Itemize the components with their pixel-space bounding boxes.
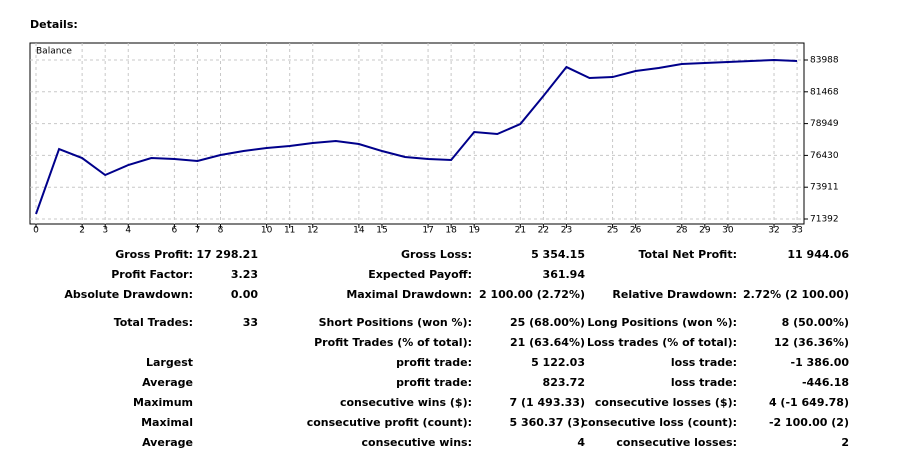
x-tick-label: 2 (79, 226, 85, 236)
stat-label: Relative Drawdown: (612, 288, 737, 301)
stat-value: 25 (68.00%) (509, 316, 585, 329)
stat-value: 33 (242, 316, 258, 329)
stat-label: Absolute Drawdown: (64, 288, 193, 301)
stat-value: 2.72% (2 100.00) (743, 288, 849, 301)
stat-label: loss trade: (670, 356, 737, 369)
x-tick-label: 26 (630, 226, 642, 236)
stat-value: -2 100.00 (2) (768, 416, 849, 429)
stat-value: 2 100.00 (2.72%) (479, 288, 585, 301)
x-tick-label: 25 (607, 226, 618, 236)
stat-label: Maximum (133, 396, 193, 409)
x-tick-label: 7 (195, 226, 201, 236)
stat-label: Average (142, 376, 193, 389)
y-tick-label: 83988 (810, 55, 839, 65)
stat-label: consecutive losses: (616, 436, 737, 449)
stat-label: Total Net Profit: (638, 248, 738, 261)
x-tick-label: 6 (172, 226, 178, 236)
plot-frame (29, 42, 805, 225)
stat-value: 5 122.03 (531, 356, 585, 369)
x-tick-label: 23 (561, 226, 572, 236)
stat-label: Profit Trades (% of total): (314, 336, 472, 349)
y-tick-label: 73911 (810, 183, 839, 193)
stat-label: Short Positions (won %): (318, 316, 472, 329)
x-tick-label: 14 (353, 226, 365, 236)
x-tick-label: 32 (768, 226, 779, 236)
stat-label: consecutive profit (count): (306, 416, 472, 429)
stat-value: 5 354.15 (531, 248, 585, 261)
chart-title: Balance (36, 47, 72, 57)
x-tick-label: 33 (791, 226, 802, 236)
stat-value: 4 (-1 649.78) (768, 396, 849, 409)
stat-label: consecutive losses ($): (594, 396, 737, 409)
x-tick-label: 3 (102, 226, 108, 236)
stat-value: 3.23 (230, 268, 258, 281)
x-tick-label: 12 (307, 226, 318, 236)
x-tick-label: 19 (468, 226, 480, 236)
stat-label: Largest (146, 356, 193, 369)
stat-label: Total Trades: (113, 316, 193, 329)
stat-value: 21 (63.64%) (509, 336, 585, 349)
x-tick-label: 4 (125, 226, 131, 236)
stat-value: 4 (577, 436, 585, 449)
x-tick-label: 21 (515, 226, 526, 236)
stat-label: loss trade: (670, 376, 737, 389)
x-tick-label: 18 (445, 226, 457, 236)
heading: Details: (30, 18, 78, 31)
stat-label: consecutive wins ($): (339, 396, 472, 409)
x-tick-label: 28 (676, 226, 688, 236)
stat-label: Maximal Drawdown: (346, 288, 472, 301)
stat-label: Gross Profit: (115, 248, 193, 261)
x-tick-label: 11 (284, 226, 295, 236)
stat-value: 7 (1 493.33) (509, 396, 585, 409)
stat-label: profit trade: (396, 376, 472, 389)
stat-value: 361.94 (542, 268, 585, 281)
y-tick-label: 71392 (810, 215, 839, 225)
x-tick-label: 30 (722, 226, 734, 236)
y-tick-label: 81468 (810, 87, 839, 97)
stat-label: consecutive wins: (361, 436, 472, 449)
stat-value: 12 (36.36%) (773, 336, 849, 349)
stat-value: -1 386.00 (790, 356, 850, 369)
stat-label: consecutive loss (count): (581, 416, 737, 429)
x-tick-label: 10 (261, 226, 273, 236)
x-tick-label: 0 (33, 226, 39, 236)
x-tick-label: 29 (699, 226, 711, 236)
stat-value: 823.72 (542, 376, 585, 389)
x-tick-label: 8 (218, 226, 224, 236)
x-tick-label: 22 (538, 226, 549, 236)
stat-label: profit trade: (396, 356, 472, 369)
stat-value: 5 360.37 (3) (509, 416, 585, 429)
x-tick-label: 15 (376, 226, 387, 236)
x-tick-label: 17 (422, 226, 433, 236)
y-tick-label: 76430 (810, 151, 839, 161)
stat-label: Maximal (141, 416, 193, 429)
stat-value: 2 (841, 436, 849, 449)
stat-label: Expected Payoff: (368, 268, 472, 281)
stat-value: -446.18 (801, 376, 849, 389)
stat-label: Profit Factor: (111, 268, 193, 281)
balance-line (35, 59, 798, 215)
stat-label: Gross Loss: (401, 248, 472, 261)
stat-value: 17 298.21 (196, 248, 258, 261)
stat-label: Long Positions (won %): (587, 316, 737, 329)
stat-label: Loss trades (% of total): (586, 336, 737, 349)
stat-label: Average (142, 436, 193, 449)
stat-value: 8 (50.00%) (781, 316, 849, 329)
stat-value: 0.00 (230, 288, 258, 301)
stat-value: 11 944.06 (787, 248, 849, 261)
y-tick-label: 78949 (810, 119, 839, 129)
